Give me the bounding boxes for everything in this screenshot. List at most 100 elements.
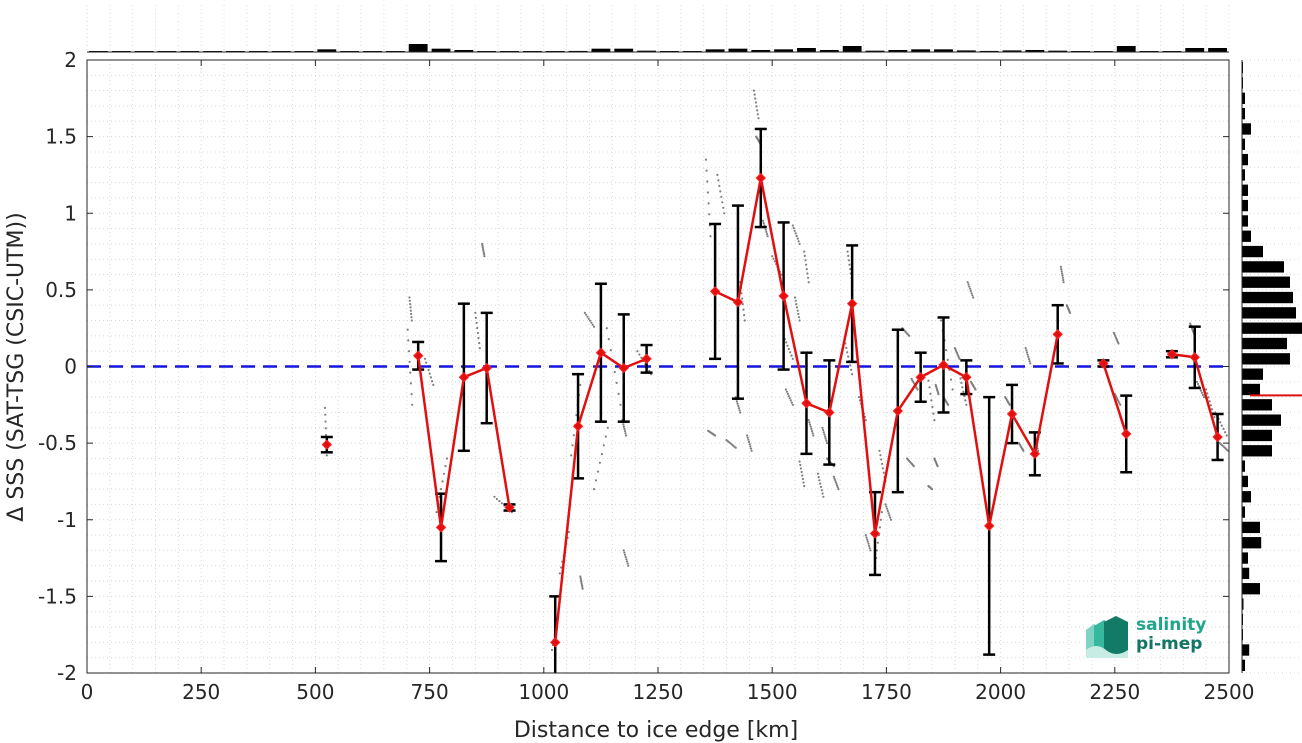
raw-point xyxy=(795,306,799,309)
raw-point xyxy=(716,173,719,176)
x-tick-label: 2000 xyxy=(975,680,1026,704)
raw-point xyxy=(441,480,444,483)
raw-point xyxy=(951,388,954,391)
mean-point xyxy=(915,372,926,383)
raw-point xyxy=(722,206,725,209)
raw-point xyxy=(784,388,788,391)
top-hist-bar xyxy=(888,50,908,52)
raw-point xyxy=(705,169,708,172)
raw-point xyxy=(625,558,628,561)
raw-point xyxy=(592,325,596,328)
raw-point xyxy=(429,376,432,379)
mean-point xyxy=(1006,408,1018,420)
raw-point xyxy=(964,399,967,402)
raw-point xyxy=(1059,265,1062,268)
right-hist-bar xyxy=(1242,169,1245,181)
raw-point xyxy=(737,404,740,407)
mean-point xyxy=(1166,349,1178,360)
top-hist-bar xyxy=(1208,48,1227,52)
y-tick-label: 1.5 xyxy=(45,125,77,149)
raw-point xyxy=(1220,424,1223,427)
raw-point xyxy=(721,201,724,204)
salinity-pi-mep-logo: salinity pi-mep xyxy=(1084,612,1214,662)
y-tick-label: 2 xyxy=(64,48,77,72)
raw-point xyxy=(1117,342,1120,345)
raw-point xyxy=(882,471,885,474)
mean-point xyxy=(732,296,744,308)
mean-point xyxy=(801,398,812,409)
raw-point xyxy=(788,397,791,400)
raw-point xyxy=(791,403,794,406)
x-axis-label: Distance to ice edge [km] xyxy=(514,718,798,743)
raw-point xyxy=(427,368,430,372)
raw-point xyxy=(800,470,803,474)
raw-point xyxy=(585,313,588,316)
raw-point xyxy=(1008,403,1011,406)
raw-point xyxy=(1061,276,1064,279)
raw-point xyxy=(1196,382,1200,386)
raw-point xyxy=(789,399,792,402)
mean-point xyxy=(1121,428,1132,440)
top-hist-bar xyxy=(934,49,953,52)
raw-point xyxy=(912,380,915,383)
x-tick-label: 1000 xyxy=(518,680,569,704)
raw-point xyxy=(609,349,612,352)
tick-labels: 0 250 500 750 1000 1250 1500 1750 2000 2250 2500 2 1… xyxy=(38,48,1254,704)
top-hist-bar xyxy=(568,50,588,52)
raw-point xyxy=(1029,362,1032,365)
raw-point xyxy=(756,113,759,116)
raw-point xyxy=(958,357,961,360)
raw-point xyxy=(792,227,795,230)
top-hist-bar xyxy=(1185,48,1205,52)
raw-point xyxy=(881,467,885,470)
raw-point xyxy=(886,507,889,510)
y-tick-label: -1.5 xyxy=(38,584,77,608)
right-hist-bar xyxy=(1242,123,1251,135)
raw-point xyxy=(622,549,625,552)
mean-point xyxy=(458,372,470,383)
raw-point xyxy=(567,530,571,534)
raw-point xyxy=(1024,347,1027,350)
right-hist-bar xyxy=(1242,552,1248,564)
raw-point xyxy=(820,489,823,492)
right-hist-bar xyxy=(1242,368,1263,380)
top-hist-bar xyxy=(705,49,725,52)
raw-point xyxy=(887,512,890,515)
raw-point xyxy=(825,442,829,445)
raw-point xyxy=(560,566,563,569)
raw-point xyxy=(1191,327,1194,330)
mean-point xyxy=(983,520,995,532)
raw-point xyxy=(590,321,593,324)
raw-point xyxy=(483,253,486,256)
raw-point xyxy=(704,158,708,161)
raw-point xyxy=(880,458,883,461)
raw-point xyxy=(481,246,484,249)
raw-point xyxy=(795,234,798,238)
raw-point xyxy=(1060,268,1063,271)
raw-point xyxy=(408,296,411,299)
mean-point xyxy=(778,290,789,302)
raw-point xyxy=(624,432,627,435)
raw-point xyxy=(834,479,837,482)
raw-point xyxy=(579,577,582,580)
raw-point xyxy=(772,257,775,260)
raw-point xyxy=(410,393,413,396)
top-hist-bar xyxy=(408,44,428,52)
raw-point xyxy=(409,309,412,312)
raw-point xyxy=(790,401,793,404)
raw-point xyxy=(1206,392,1209,395)
raw-point xyxy=(791,224,794,227)
raw-point xyxy=(867,542,870,545)
raw-point xyxy=(806,272,809,275)
raw-point xyxy=(580,580,583,583)
raw-point xyxy=(1028,360,1031,363)
mean-line-segment xyxy=(1102,363,1128,435)
raw-point xyxy=(789,351,792,354)
raw-point xyxy=(428,372,431,375)
raw-point xyxy=(946,358,949,361)
raw-point xyxy=(798,460,801,463)
mean-point xyxy=(846,298,858,309)
raw-point xyxy=(866,540,869,543)
raw-point xyxy=(785,390,789,393)
y-tick-label: -1 xyxy=(57,508,77,532)
